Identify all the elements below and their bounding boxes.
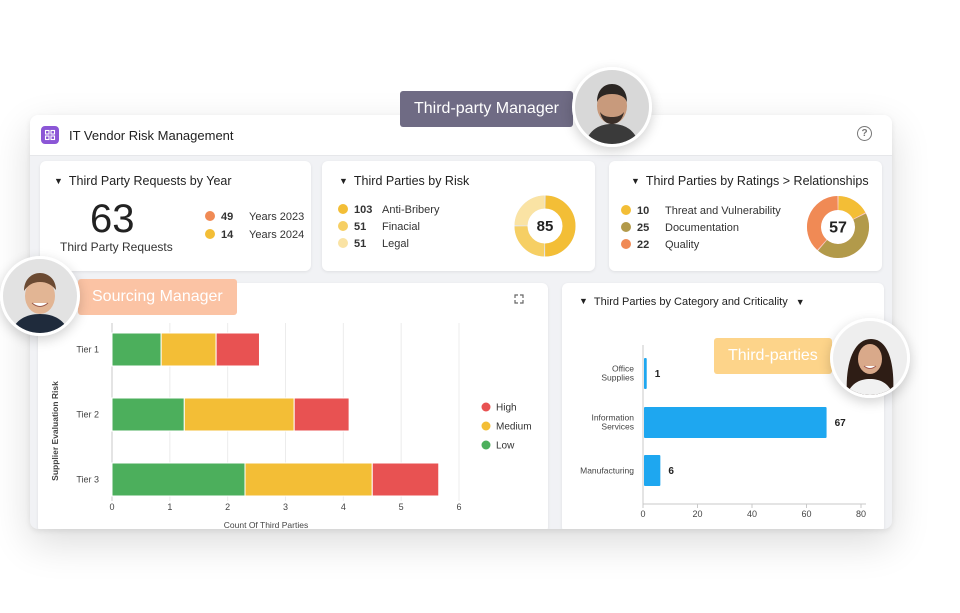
risk-donut-chart: 85	[514, 195, 576, 257]
bar-low-tier-1[interactable]	[111, 332, 162, 367]
legend-label-low[interactable]: Low	[496, 441, 515, 452]
y-tick-label: Tier 3	[76, 475, 99, 485]
supplier-risk-card: Tier 1 Tier 2 Tier 3 0 1 2 3 4 5 6 Count Of Thir…	[38, 283, 548, 529]
ratings-legend-quality: 22 Quality	[621, 239, 699, 251]
bar-high-tier-2[interactable]	[293, 397, 350, 432]
legend-dot-low	[481, 440, 491, 450]
y-tick-label: Supplies	[601, 373, 634, 383]
category-criticality-card: ▼ Third Parties by Category and Criticali…	[562, 283, 884, 529]
collapse-triangle-icon[interactable]: ▼	[579, 296, 588, 306]
legend-dot	[205, 211, 215, 221]
y-tick-label: Office	[612, 364, 634, 374]
donut-segment-1[interactable]	[818, 213, 869, 258]
x-tick-label: 3	[283, 502, 288, 512]
x-tick-label: 80	[856, 509, 866, 519]
bar-information-services[interactable]	[644, 407, 827, 438]
legend-dot	[338, 238, 348, 248]
persona-tag-manager: Third-party Manager	[400, 91, 573, 127]
app-grid-icon	[41, 126, 59, 144]
app-title: IT Vendor Risk Management	[69, 128, 234, 143]
y-tick-label: Tier 2	[76, 410, 99, 420]
donut-segment-1[interactable]	[514, 225, 545, 257]
x-tick-label: 5	[399, 502, 404, 512]
legend-item-2023: 49 Years 2023	[205, 211, 304, 223]
bar-value-label: 6	[668, 466, 674, 477]
legend-dot	[205, 229, 215, 239]
bar-medium-tier-3[interactable]	[244, 462, 373, 497]
help-icon[interactable]: ?	[857, 126, 872, 141]
donut-segment-0[interactable]	[544, 195, 576, 257]
legend-dot	[621, 205, 631, 215]
bar-manufacturing[interactable]	[644, 455, 661, 486]
avatar-third-parties	[830, 318, 910, 398]
bar-value-label: 67	[835, 418, 847, 429]
legend-dot	[338, 221, 348, 231]
collapse-triangle-icon[interactable]: ▼	[339, 176, 348, 186]
legend-dot	[338, 204, 348, 214]
app-window: IT Vendor Risk Management ? ▼ Third Party…	[30, 115, 892, 529]
x-tick-label: 2	[225, 502, 230, 512]
by-ratings-title[interactable]: ▼ Third Parties by Ratings > Relationship…	[631, 174, 869, 188]
bar-high-tier-3[interactable]	[371, 462, 440, 497]
by-risk-card: ▼ Third Parties by Risk 103 Anti-Bribery 5…	[322, 161, 595, 271]
avatar-manager	[572, 67, 652, 147]
persona-tag-sourcing: Sourcing Manager	[78, 279, 237, 315]
x-tick-label: 6	[456, 502, 461, 512]
y-tick-label: Manufacturing	[580, 466, 634, 476]
by-risk-title[interactable]: ▼ Third Parties by Risk	[339, 174, 470, 188]
requests-total-label: Third Party Requests	[60, 240, 173, 254]
dropdown-chevron-icon[interactable]: ▼	[795, 297, 805, 307]
legend-dot	[621, 222, 631, 232]
bar-high-tier-1[interactable]	[215, 332, 260, 367]
avatar-sourcing	[0, 256, 80, 336]
supplier-risk-chart: Tier 1 Tier 2 Tier 3 0 1 2 3 4 5 6 Count Of Thir…	[50, 323, 532, 529]
requests-total: 63	[90, 197, 135, 241]
legend-dot	[621, 239, 631, 249]
risk-legend-anti-bribery: 103 Anti-Bribery	[338, 204, 439, 216]
legend-label-high[interactable]: High	[496, 403, 517, 414]
legend-label-medium[interactable]: Medium	[496, 422, 532, 433]
requests-by-year-title[interactable]: ▼ Third Party Requests by Year	[54, 174, 232, 188]
bar-low-tier-2[interactable]	[111, 397, 185, 432]
x-tick-label: 20	[692, 509, 702, 519]
supplier-y-axis-label: Supplier Evaluation Risk	[50, 381, 60, 481]
bar-medium-tier-2[interactable]	[183, 397, 295, 432]
ratings-donut-total: 57	[829, 220, 847, 237]
ratings-donut-chart: 57	[807, 196, 869, 258]
y-tick-label: Services	[601, 422, 634, 432]
supplier-x-axis-label: Count Of Third Parties	[224, 520, 308, 529]
collapse-triangle-icon[interactable]: ▼	[631, 176, 640, 186]
legend-item-2024: 14 Years 2024	[205, 229, 304, 241]
risk-legend-legal: 51 Legal	[338, 238, 409, 250]
donut-segment-0[interactable]	[837, 196, 866, 220]
donut-segment-2[interactable]	[807, 196, 839, 250]
x-tick-label: 0	[109, 502, 114, 512]
expand-icon[interactable]	[514, 293, 524, 307]
x-tick-label: 40	[747, 509, 757, 519]
y-tick-label: Tier 1	[76, 345, 99, 355]
x-tick-label: 1	[167, 502, 172, 512]
collapse-triangle-icon[interactable]: ▼	[54, 176, 63, 186]
x-tick-label: 0	[640, 509, 645, 519]
x-tick-label: 60	[801, 509, 811, 519]
x-tick-label: 4	[341, 502, 346, 512]
ratings-legend-documentation: 25 Documentation	[621, 222, 739, 234]
requests-by-year-card: ▼ Third Party Requests by Year 63 Third P…	[40, 161, 311, 271]
persona-tag-third-parties: Third-parties	[714, 338, 832, 374]
donut-segment-2[interactable]	[514, 195, 546, 227]
bar-medium-tier-1[interactable]	[160, 332, 217, 367]
bar-office-supplies[interactable]	[644, 358, 647, 389]
bar-low-tier-3[interactable]	[111, 462, 246, 497]
risk-legend-financial: 51 Finacial	[338, 221, 420, 233]
bar-value-label: 1	[655, 369, 661, 380]
by-ratings-card: ▼ Third Parties by Ratings > Relationship…	[609, 161, 882, 271]
y-tick-label: Information	[591, 413, 634, 423]
risk-donut-total: 85	[537, 218, 554, 235]
category-criticality-title[interactable]: ▼ Third Parties by Category and Criticali…	[579, 296, 805, 308]
ratings-legend-threat: 10 Threat and Vulnerability	[621, 205, 781, 217]
legend-dot-medium	[481, 421, 491, 431]
legend-dot-high	[481, 402, 491, 412]
